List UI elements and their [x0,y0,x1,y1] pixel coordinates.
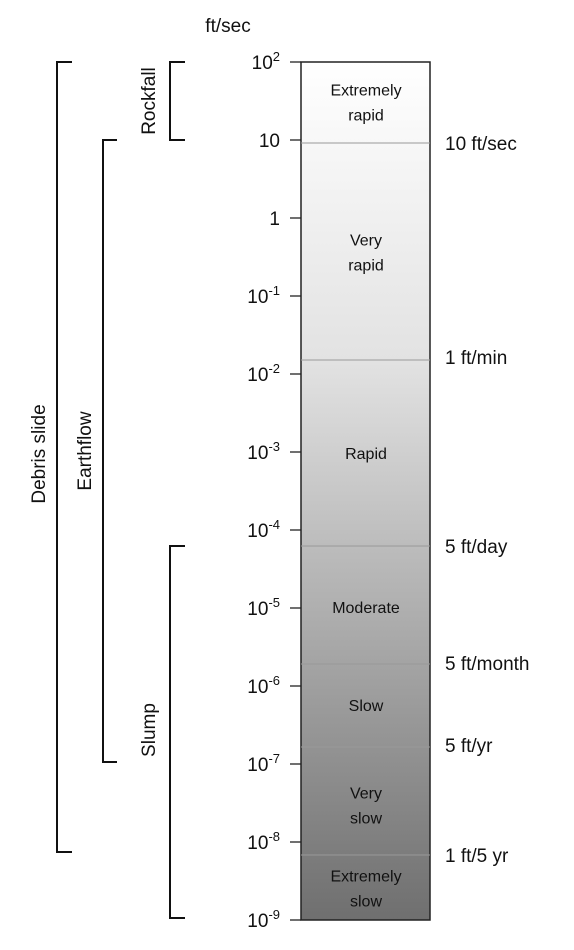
zone-label: Rapid [345,446,387,463]
zone-label: rapid [348,258,384,275]
bracket [56,61,72,853]
zone-label: Extremely [330,83,401,100]
tick-base: 10 [247,443,268,464]
bracket [169,61,185,141]
tick-text: 10 [259,131,280,152]
movement-label: Rockfall [139,67,160,135]
tick-base: 10 [247,521,268,542]
tick-label: 10-4 [247,517,280,542]
zone-label: Extremely [330,869,401,886]
tick-label: 10-8 [247,829,280,854]
tick-exp: -9 [268,907,280,922]
tick-text: 1 [269,209,280,230]
zone-label: Very [350,786,382,803]
tick-exp: -3 [268,439,280,454]
unit-label: ft/sec [205,16,250,37]
zone-label: Moderate [332,600,400,617]
tick-exp: -2 [268,361,280,376]
zone-label: rapid [348,108,384,125]
zone-label: slow [350,894,382,911]
tick-base: 10 [247,755,268,776]
tick-label: 10-6 [247,673,280,698]
tick-exp: -8 [268,829,280,844]
rate-label: 10 ft/sec [445,134,517,155]
tick-base: 10 [247,677,268,698]
tick-label: 102 [252,49,280,74]
tick-exp: -4 [268,517,280,532]
zone-label: slow [350,811,382,828]
tick-label: 1 [269,209,280,230]
tick-label: 10-3 [247,439,280,464]
movement-label: Slump [139,703,160,757]
rate-label: 5 ft/month [445,654,530,675]
velocity-column [300,61,431,921]
zone-label: Very [350,233,382,250]
zone-label: Slow [349,698,384,715]
tick-exp: -1 [268,283,280,298]
movement-label: Earthflow [75,411,96,490]
rate-label: 1 ft/min [445,348,507,369]
tick-label: 10-9 [247,907,280,932]
tick-exp: -5 [268,595,280,610]
tick-exp: 2 [273,49,280,64]
tick-exp: -6 [268,673,280,688]
tick-base: 10 [247,287,268,308]
rate-label: 5 ft/yr [445,736,493,757]
tick-base: 10 [247,911,268,932]
tick-base: 10 [247,365,268,386]
tick-base: 10 [247,833,268,854]
rate-label: 1 ft/5 yr [445,846,509,867]
tick-base: 10 [252,53,273,74]
tick-base: 10 [247,599,268,620]
movement-label: Debris slide [29,404,50,503]
bracket [169,545,185,919]
tick-label: 10-7 [247,751,280,776]
tick-label: 10-1 [247,283,280,308]
bracket [102,139,117,763]
tick-exp: -7 [268,751,280,766]
rate-label: 5 ft/day [445,537,508,558]
tick-label: 10-5 [247,595,280,620]
tick-label: 10 [259,131,280,152]
tick-label: 10-2 [247,361,280,386]
